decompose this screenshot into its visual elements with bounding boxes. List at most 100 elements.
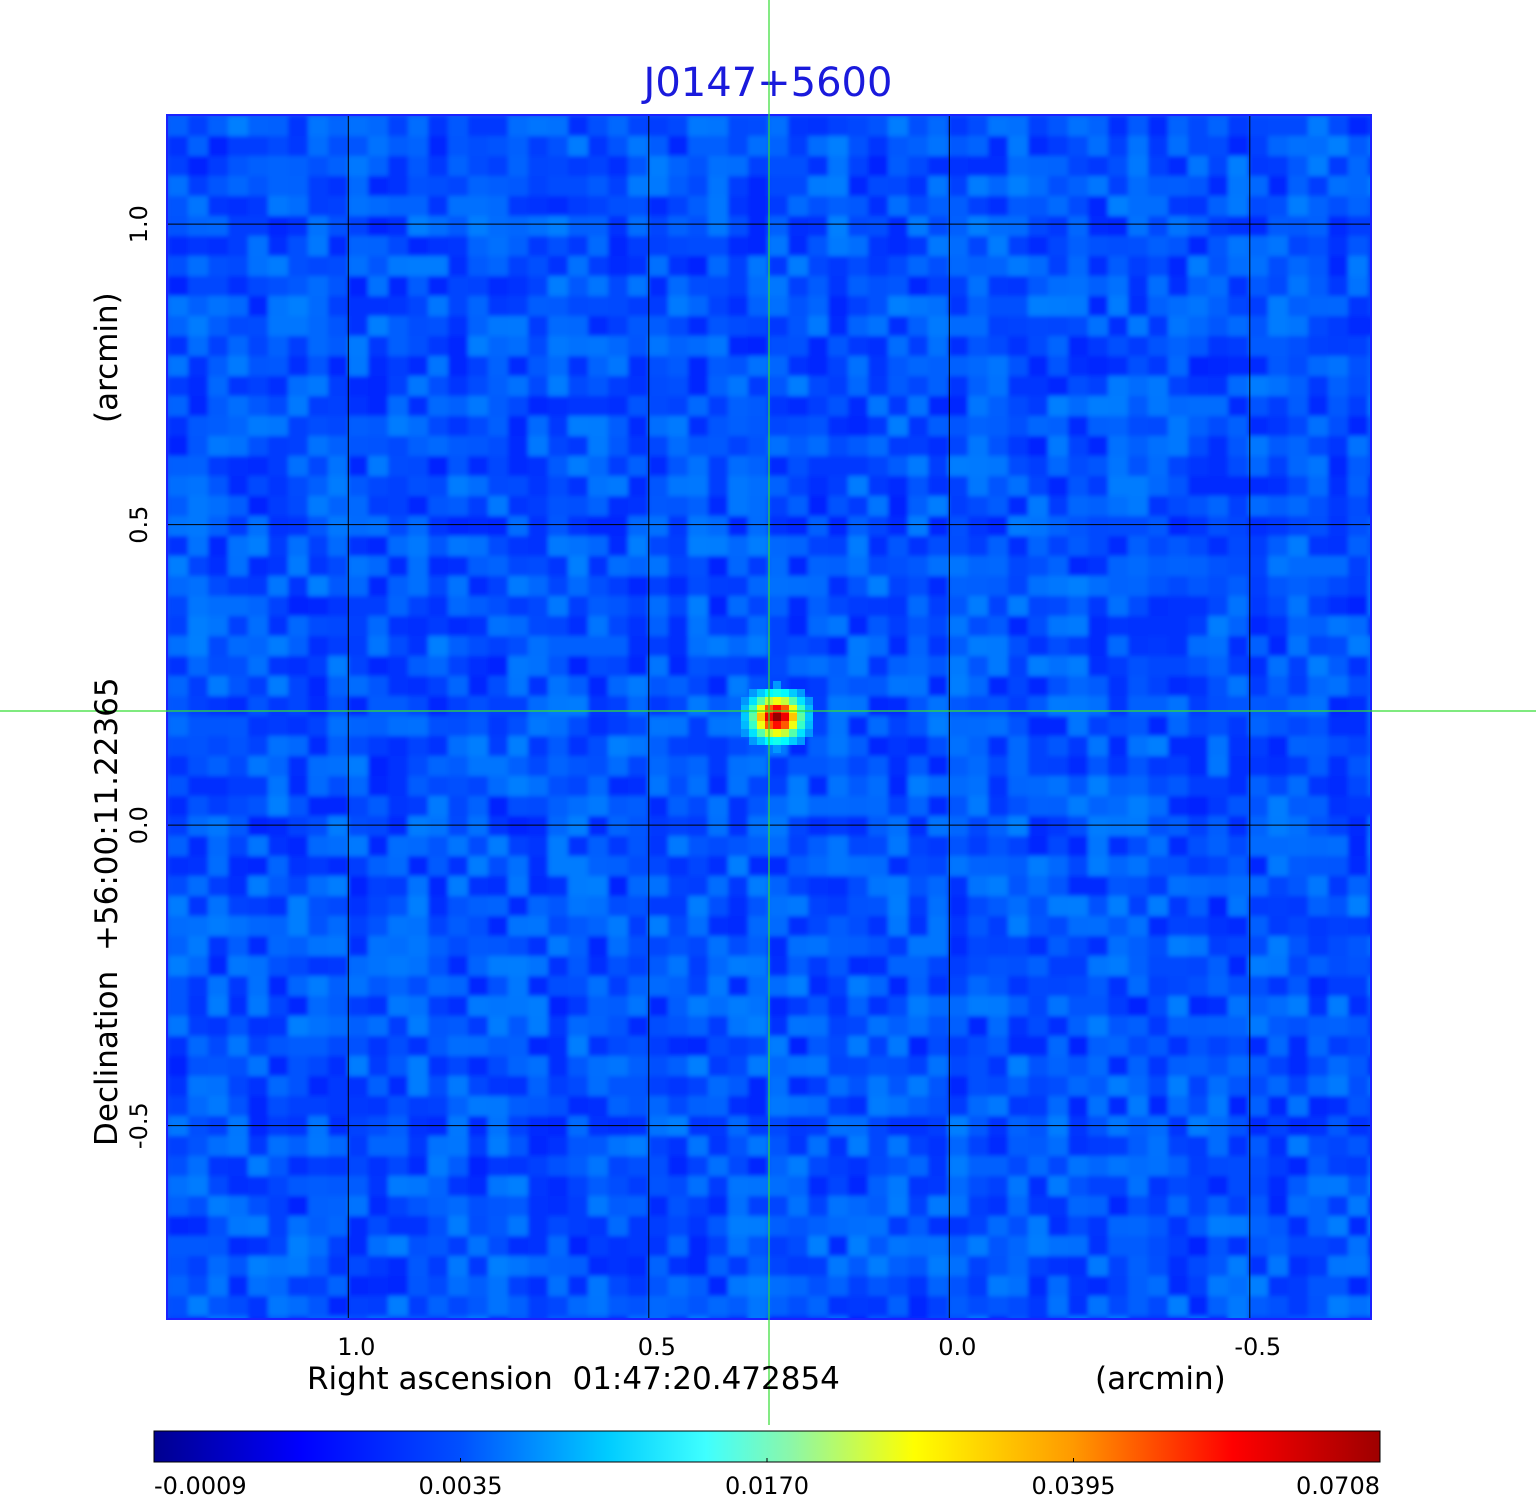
- noise-cell: [1168, 596, 1189, 617]
- noise-cell: [608, 856, 629, 877]
- noise-cell: [588, 176, 609, 197]
- noise-cell: [328, 716, 349, 737]
- noise-cell: [448, 1196, 469, 1217]
- noise-cell: [808, 1116, 829, 1137]
- noise-cell: [568, 1216, 589, 1237]
- noise-cell: [748, 556, 769, 577]
- noise-cell: [288, 276, 309, 297]
- noise-cell: [1308, 1156, 1329, 1177]
- noise-cell: [668, 536, 689, 557]
- noise-cell: [568, 936, 589, 957]
- noise-cell: [1308, 616, 1329, 637]
- noise-cell: [208, 876, 229, 897]
- noise-cell: [1348, 156, 1369, 177]
- noise-cell: [1288, 776, 1309, 797]
- noise-cell: [1068, 1256, 1089, 1277]
- noise-cell: [388, 1216, 409, 1237]
- noise-cell: [368, 616, 389, 637]
- noise-cell: [868, 796, 889, 817]
- source-pixel: [805, 712, 813, 721]
- noise-cell: [908, 1096, 929, 1117]
- noise-cell: [808, 716, 829, 737]
- noise-cell: [428, 676, 449, 697]
- noise-cell: [1008, 236, 1029, 257]
- source-pixel: [741, 728, 749, 737]
- noise-cell: [1088, 296, 1109, 317]
- noise-cell: [408, 1156, 429, 1177]
- noise-cell: [408, 1036, 429, 1057]
- noise-cell: [1188, 816, 1209, 837]
- noise-cell: [1068, 336, 1089, 357]
- noise-cell: [728, 816, 749, 837]
- noise-cell: [628, 496, 649, 517]
- noise-cell: [1068, 136, 1089, 157]
- noise-cell: [988, 276, 1009, 297]
- noise-cell: [1148, 996, 1169, 1017]
- noise-cell: [1008, 616, 1029, 637]
- noise-cell: [1368, 296, 1370, 317]
- noise-cell: [928, 256, 949, 277]
- noise-cell: [488, 876, 509, 897]
- noise-cell: [908, 1116, 929, 1137]
- noise-cell: [288, 376, 309, 397]
- source-pixel: [789, 696, 797, 705]
- noise-cell: [708, 336, 729, 357]
- noise-cell: [1268, 1176, 1289, 1197]
- noise-cell: [188, 1176, 209, 1197]
- noise-cell: [888, 336, 909, 357]
- noise-cell: [788, 1256, 809, 1277]
- noise-cell: [388, 736, 409, 757]
- noise-cell: [968, 276, 989, 297]
- noise-cell: [868, 196, 889, 217]
- noise-cell: [248, 896, 269, 917]
- noise-cell: [1328, 116, 1349, 137]
- noise-cell: [448, 596, 469, 617]
- noise-cell: [388, 836, 409, 857]
- noise-cell: [848, 1256, 869, 1277]
- noise-cell: [168, 1016, 189, 1037]
- noise-cell: [728, 116, 749, 137]
- noise-cell: [188, 716, 209, 737]
- noise-cell: [348, 216, 369, 237]
- noise-cell: [668, 136, 689, 157]
- noise-cell: [168, 1116, 189, 1137]
- source-pixel: [797, 704, 805, 713]
- noise-cell: [1308, 296, 1329, 317]
- noise-cell: [568, 356, 589, 377]
- noise-cell: [508, 1296, 529, 1317]
- noise-cell: [748, 356, 769, 377]
- noise-cell: [1348, 816, 1369, 837]
- noise-cell: [728, 476, 749, 497]
- noise-cell: [1348, 976, 1369, 997]
- noise-cell: [1208, 536, 1229, 557]
- noise-cell: [328, 996, 349, 1017]
- noise-cell: [168, 856, 189, 877]
- noise-cell: [968, 836, 989, 857]
- noise-cell: [628, 416, 649, 437]
- noise-cell: [1288, 1036, 1309, 1057]
- noise-cell: [348, 816, 369, 837]
- noise-cell: [1268, 536, 1289, 557]
- noise-cell: [1228, 836, 1249, 857]
- noise-cell: [328, 236, 349, 257]
- noise-cell: [648, 116, 669, 137]
- noise-cell: [368, 1136, 389, 1157]
- noise-cell: [1188, 736, 1209, 757]
- noise-cell: [1328, 856, 1349, 877]
- noise-cell: [408, 1236, 429, 1257]
- noise-cell: [648, 656, 669, 677]
- noise-cell: [428, 1116, 449, 1137]
- noise-cell: [1068, 1316, 1089, 1318]
- noise-cell: [588, 836, 609, 857]
- noise-cell: [548, 216, 569, 237]
- noise-cell: [168, 236, 189, 257]
- noise-cell: [808, 1056, 829, 1077]
- noise-cell: [708, 736, 729, 757]
- noise-cell: [228, 696, 249, 717]
- noise-cell: [548, 1076, 569, 1097]
- noise-cell: [548, 856, 569, 877]
- noise-cell: [208, 1076, 229, 1097]
- noise-cell: [788, 656, 809, 677]
- noise-cell: [1268, 1016, 1289, 1037]
- noise-cell: [628, 396, 649, 417]
